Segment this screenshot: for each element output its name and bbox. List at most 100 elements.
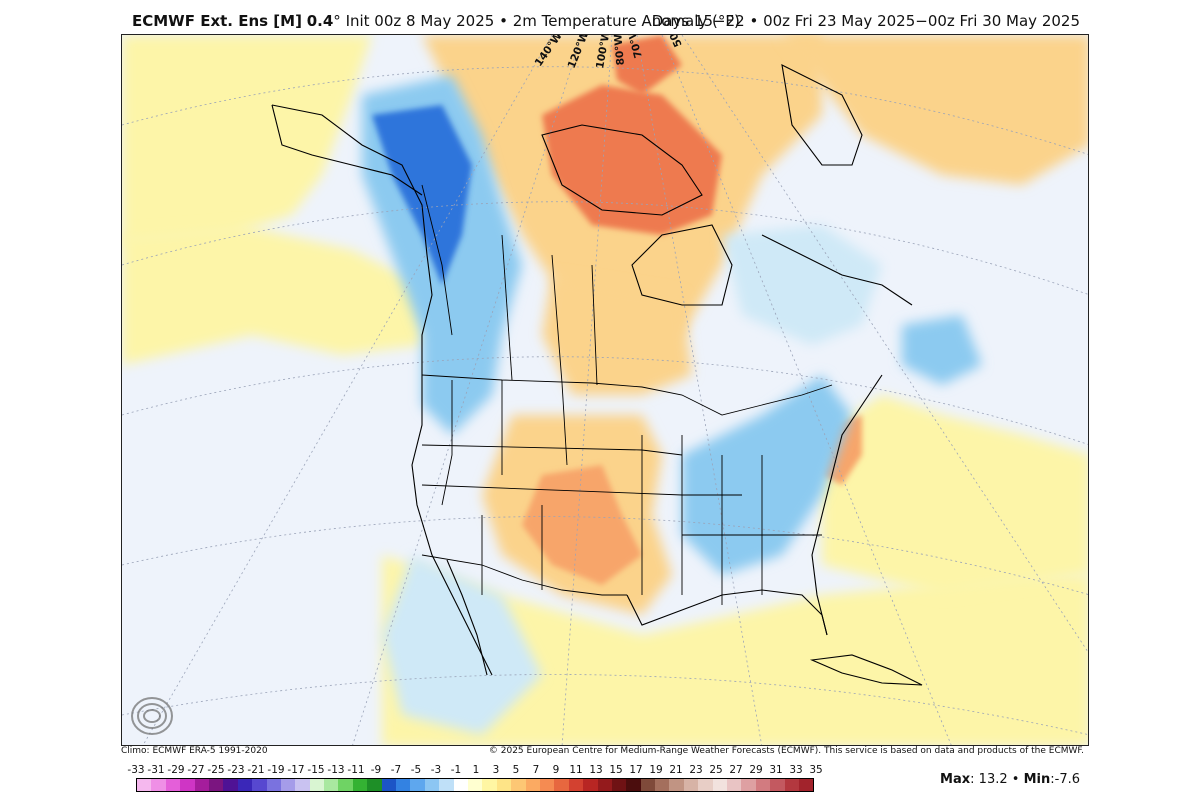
colorbar-swatch <box>381 779 397 791</box>
colorbar-tick-label: -21 <box>247 764 265 776</box>
colorbar-swatch <box>280 779 296 791</box>
degree-sign: ° <box>333 12 341 30</box>
colorbar-swatch <box>755 779 771 791</box>
colorbar-swatch <box>741 779 756 791</box>
max-min-readout: Max: 13.2 • Min:-7.6 <box>940 772 1080 787</box>
cool-labrador <box>722 225 882 345</box>
colorbar-tick-label: 17 <box>629 764 643 776</box>
colorbar-tick-label: -11 <box>347 764 365 776</box>
colorbar-swatch <box>611 779 627 791</box>
warm-gulf-caribbean <box>382 555 1088 745</box>
colorbar-tick-label: 5 <box>512 764 520 776</box>
meridian-line <box>561 35 613 745</box>
colorbar-tick-label: -1 <box>450 764 462 776</box>
colorbar-swatch <box>583 779 598 791</box>
colorbar-tick-label: 31 <box>769 764 783 776</box>
hot-arctic-core <box>542 85 722 235</box>
hot-southern-plains <box>522 465 642 585</box>
colorbar-tick-label: 9 <box>552 764 560 776</box>
colorbar-tick-label: -9 <box>370 764 382 776</box>
greenland-coast <box>781 64 863 166</box>
logo-graphic <box>131 697 173 735</box>
meridian-line <box>661 35 952 745</box>
labrador-coast <box>761 234 913 306</box>
state-border <box>441 380 453 506</box>
baja-peninsula <box>446 559 488 676</box>
colorbar-tick-label: 11 <box>569 764 583 776</box>
colorbar-tick-label: 33 <box>789 764 803 776</box>
colorbar-swatch <box>554 779 569 791</box>
warm-atlantic <box>822 395 1088 595</box>
colorbar-tick-label: -25 <box>207 764 225 776</box>
copyright-credit: © 2025 European Centre for Medium-Range … <box>488 746 1084 756</box>
colorbar-tick-label: 13 <box>589 764 603 776</box>
gulf-coast <box>626 589 828 636</box>
lon-label-80w: 80°W <box>612 35 627 66</box>
variable-name: 2m Temperature Anomaly (°F) <box>512 12 740 30</box>
max-value: 13.2 <box>978 772 1008 787</box>
colorbar-swatch <box>727 779 742 791</box>
meridian-line <box>142 35 553 745</box>
colorbar-swatch <box>712 779 728 791</box>
colorbar-tick-label: -31 <box>147 764 165 776</box>
colorbar-swatch <box>683 779 699 791</box>
colorbar-swatch <box>137 779 152 791</box>
colorbar-swatch <box>626 779 641 791</box>
us-canada-border <box>421 374 833 416</box>
state-border <box>561 382 568 466</box>
parallel-line <box>122 201 1088 295</box>
colorbar-tick-label: -3 <box>430 764 442 776</box>
colorbar-tick-label: 7 <box>532 764 540 776</box>
province-border <box>501 234 513 381</box>
colorbar-swatch <box>151 779 166 791</box>
colorbar-tick-label: -23 <box>227 764 245 776</box>
colorbar <box>136 778 814 792</box>
parallel-line <box>122 674 1088 735</box>
canadian-arctic-islands <box>541 124 703 216</box>
colorbar-tick-label: -33 <box>127 764 145 776</box>
colorbar-swatch <box>309 779 325 791</box>
colorbar-swatch <box>640 779 656 791</box>
colorbar-swatch <box>467 779 483 791</box>
anomaly-map: 140°W 120°W 100°W 80°W 70°W 50°W <box>121 34 1089 746</box>
alaska-border <box>421 184 453 336</box>
political-borders <box>421 184 833 605</box>
meridian-line <box>636 35 763 745</box>
parallel-line <box>122 516 1088 595</box>
colorbar-tick-label: -27 <box>187 764 205 776</box>
east-coast <box>811 374 883 636</box>
colorbar-swatch <box>669 779 684 791</box>
valid-period: Days 15−22 • 00z Fri 23 May 2025−00z Fri… <box>651 12 1080 30</box>
colorbar-swatch <box>396 779 411 791</box>
colorbar-tick-label: -29 <box>167 764 185 776</box>
colorbar-tick-label: 3 <box>492 764 500 776</box>
colorbar-swatch <box>453 779 468 791</box>
title-bullet: • <box>499 12 508 30</box>
colorbar-swatch <box>194 779 209 791</box>
colorbar-swatch <box>568 779 584 791</box>
coastlines <box>271 64 923 686</box>
colorbar-swatch <box>266 779 281 791</box>
colorbar-swatch <box>424 779 440 791</box>
cool-mexico-pacific <box>382 555 542 735</box>
colorbar-tick-label: -15 <box>307 764 325 776</box>
map-canvas: 140°W 120°W 100°W 80°W 70°W 50°W <box>122 35 1088 745</box>
colorbar-tick-label: -13 <box>327 764 345 776</box>
colorbar-swatch <box>597 779 612 791</box>
colorbar-labels: -33 -31 -29 -27 -25 -23 -21 -19 -17 -15 -13 -11 -9 -7… <box>126 764 826 778</box>
colorbar-tick-label: 21 <box>669 764 683 776</box>
colorbar-swatch <box>525 779 540 791</box>
colorbar-swatch <box>237 779 253 791</box>
warm-pacific-region <box>122 35 372 245</box>
climo-credit: Climo: ECMWF ERA-5 1991-2020 <box>121 746 268 756</box>
maxmin-bullet: • <box>1011 772 1020 787</box>
hot-arctic-core-2 <box>612 35 682 95</box>
weatherbell-logo <box>130 693 220 739</box>
warm-pacific-lower <box>122 225 422 365</box>
province-border <box>591 264 598 386</box>
cuba <box>809 654 923 686</box>
model-name: ECMWF Ext. Ens [M] <box>132 12 302 30</box>
colorbar-swatch <box>784 779 799 791</box>
cool-atlantic-patch <box>902 315 982 385</box>
colorbar-swatch <box>770 779 785 791</box>
